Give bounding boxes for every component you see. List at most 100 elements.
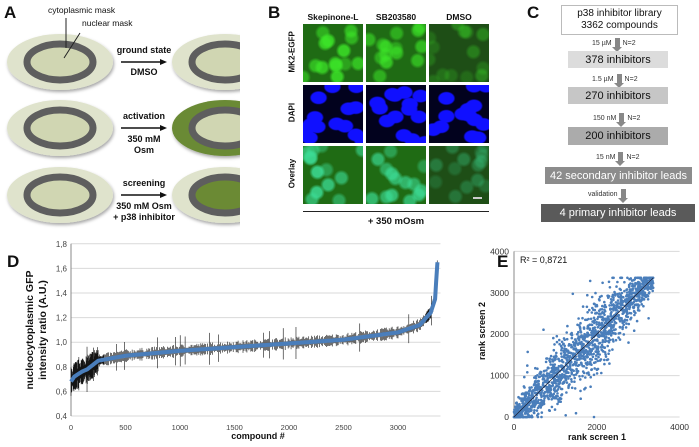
scatter-point [559, 378, 562, 382]
trendline [513, 277, 654, 418]
scatter-point [572, 369, 575, 373]
scatter-point [566, 324, 569, 328]
scatter-point [515, 410, 519, 414]
cell-diagram [7, 34, 113, 90]
scatter-point [565, 337, 569, 341]
scatter-point [527, 398, 531, 402]
scatter-point [543, 369, 546, 373]
scatter-point [560, 360, 564, 363]
treatment-osm-inhibitor-2: + p38 inhibitor [113, 212, 175, 222]
scatter-point [588, 353, 591, 356]
micrograph-mk2-egfp-dmso [429, 24, 489, 82]
y-tick-label: 4000 [490, 246, 509, 256]
scatter-point [601, 317, 605, 321]
step-arrow-4: 15 nM N=2 [596, 152, 640, 166]
x-tick-label: 4000 [670, 422, 689, 432]
scatter-point [588, 342, 591, 346]
scatter-point [640, 296, 644, 299]
chart-d-ylabel-2: intensity ratio (A.U.) [37, 280, 49, 380]
scatter-point [571, 353, 575, 357]
scatter-point [540, 411, 544, 414]
chart-d: 0,4 0,6 0,8 1,0 1,2 1,4 1,6 1,8 0 500 1000 1500 2000… [56, 240, 441, 432]
row-mk2-egfp: MK2-EGFP [287, 31, 297, 73]
scatter-point [621, 325, 624, 329]
scatter-point [556, 398, 560, 401]
scatter-point [567, 371, 570, 374]
scatter-point [600, 343, 604, 347]
scatter-point [616, 292, 619, 296]
nucleus-ring [23, 40, 97, 84]
scatter-point [625, 291, 629, 294]
scatter-point [548, 389, 551, 392]
step-arrow-3: 150 nM N=2 [593, 113, 640, 127]
scatter-point [612, 332, 616, 335]
scatter-point [609, 298, 613, 301]
scatter-point [559, 352, 563, 355]
scatter-point [586, 331, 589, 335]
scatter-point [594, 312, 597, 315]
scatter-point [625, 310, 629, 313]
scatter-point [564, 377, 567, 380]
arrow-icon [121, 125, 167, 131]
micrograph-dapi-dmso [429, 85, 489, 143]
scatter-point [545, 357, 548, 360]
scatter-point [623, 280, 626, 284]
scatter-point [563, 354, 566, 357]
nucleus-ring [188, 40, 240, 84]
micrograph-overlay-dmso [429, 146, 489, 204]
scatter-point [551, 395, 555, 399]
scatter-point [535, 409, 539, 412]
scatter-point [574, 373, 578, 376]
scatter-point [601, 345, 605, 349]
scatter-point [579, 397, 582, 400]
scatter-point [595, 348, 599, 351]
treatment-osm-inhibitor-1: 350 mM Osm [116, 201, 172, 211]
treatment-bar [303, 211, 489, 212]
scatter-point [560, 340, 564, 344]
scatter-point [594, 344, 597, 348]
scatter-point [553, 343, 556, 346]
scatter-point [582, 355, 585, 358]
scatter-point [586, 311, 589, 314]
scatter-point [553, 380, 557, 383]
scatter-point [601, 281, 604, 285]
scatter-point [563, 344, 566, 348]
library-name: p38 inhibitor library [577, 8, 662, 19]
scatter-point [630, 292, 633, 296]
scatter-point [609, 315, 613, 318]
arrow-icon [121, 59, 167, 65]
down-arrow-icon [611, 38, 622, 52]
scatter-point [600, 294, 603, 298]
scatter-point [610, 327, 613, 330]
scatter-point [600, 371, 603, 375]
y-tick-label: 1,4 [56, 289, 68, 298]
scatter-point [649, 281, 652, 285]
scatter-point [537, 412, 540, 416]
scatter-point [603, 340, 607, 343]
scatter-point [576, 332, 579, 336]
scatter-point [584, 376, 587, 379]
scatter-point [616, 299, 620, 302]
scatter-point [592, 415, 596, 419]
scatter-point [535, 396, 538, 400]
scatter-point [526, 364, 529, 367]
scatter-point [609, 338, 612, 342]
down-arrow-icon [613, 74, 624, 88]
chart-d-ylabel-1: nucleocytoplasmic GFP [24, 270, 36, 390]
scatter-point [574, 364, 578, 367]
scatter-point [546, 366, 550, 370]
scatter-point [589, 317, 593, 321]
scatter-point [513, 412, 516, 415]
scatter-point [609, 312, 613, 315]
scatter-point [627, 341, 630, 344]
cell-diagram [7, 167, 113, 223]
y-tick-label: 1,6 [56, 264, 68, 273]
scatter-point [530, 406, 533, 409]
scatter-point [607, 280, 611, 284]
nucleus-ring [23, 173, 97, 217]
scatter-point [610, 303, 614, 307]
scatter-point [590, 353, 593, 356]
scatter-point [580, 340, 583, 344]
scatter-point [640, 291, 644, 295]
micrograph-dapi-skepinone-l [303, 85, 363, 143]
